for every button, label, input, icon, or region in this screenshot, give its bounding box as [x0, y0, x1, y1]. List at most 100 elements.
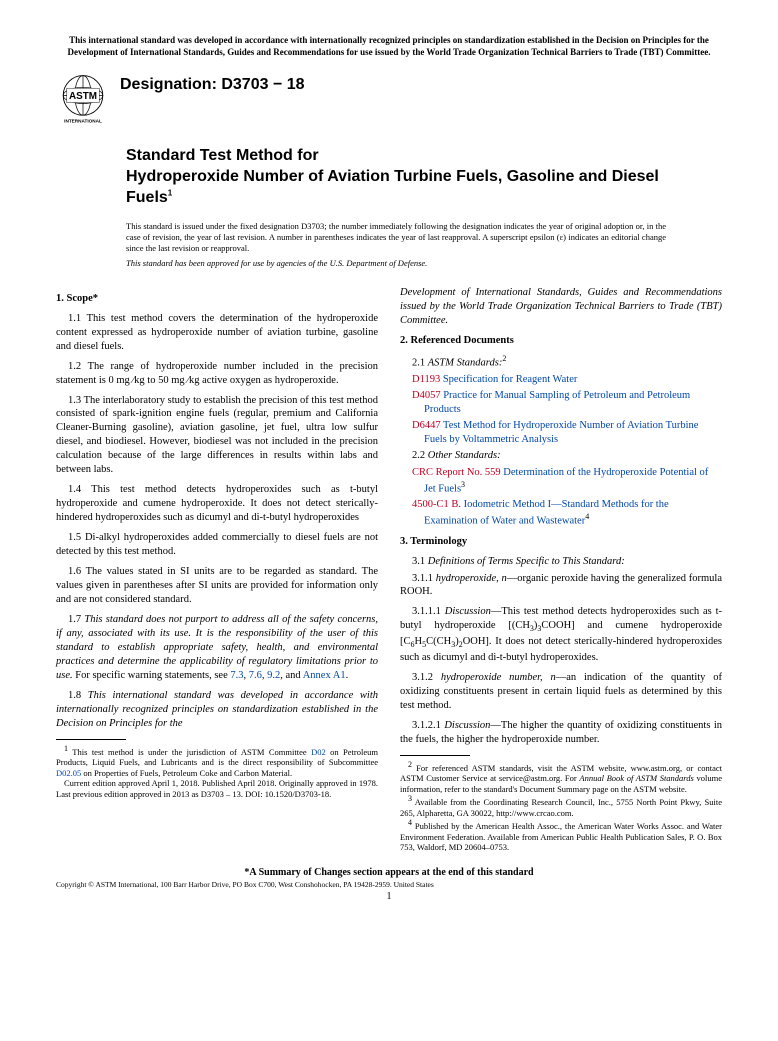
page-number: 1 [56, 891, 722, 902]
t31-text: Definitions of Terms Specific to This St… [428, 556, 625, 567]
top-committee-notice: This international standard was develope… [56, 34, 722, 58]
ref-2-1: 2.1 ASTM Standards:2 [400, 354, 722, 370]
term-3-1-1-1: 3.1.1.1 Discussion—This test method dete… [400, 605, 722, 664]
ref21-text: ASTM Standards: [428, 357, 503, 368]
footnote-4: 4 Published by the American Health Assoc… [400, 818, 722, 853]
summary-of-changes-note: *A Summary of Changes section appears at… [56, 867, 722, 878]
xref-annex-a1[interactable]: Annex A1 [303, 670, 346, 681]
para-1-3: 1.3 The interlaboratory study to establi… [56, 394, 378, 478]
t312-num: 3.1.2 [412, 672, 441, 683]
and-sep: , and [280, 670, 302, 681]
footnote-2: 2 For referenced ASTM standards, visit t… [400, 760, 722, 795]
t31-num: 3.1 [412, 556, 428, 567]
para-1-7-num: 1.7 [68, 614, 84, 625]
ref-d4057-id[interactable]: D4057 [412, 390, 441, 401]
para-1-7-dot: . [346, 670, 349, 681]
para-1-8: 1.8 This international standard was deve… [56, 689, 378, 731]
para-1-8-italic: This international standard was develope… [56, 690, 378, 729]
ref21-sup: 2 [502, 354, 506, 363]
fn4-sup: 4 [408, 818, 412, 827]
ref-d6447: D6447 Test Method for Hydroperoxide Numb… [400, 419, 722, 447]
header-row: ASTM INTERNATIONAL Designation: D3703 − … [56, 72, 722, 126]
page-root: This international standard was develope… [0, 0, 778, 922]
t3111-f: H [415, 636, 423, 647]
footnote-rule-right [400, 755, 470, 756]
fn2-sup: 2 [408, 760, 412, 769]
title-main-text: Hydroperoxide Number of Aviation Turbine… [126, 168, 659, 206]
ref-d6447-id[interactable]: D6447 [412, 420, 441, 431]
issuance-note: This standard is issued under the fixed … [126, 221, 666, 254]
xref-9-2[interactable]: 9.2 [267, 670, 280, 681]
ref21-num: 2.1 [412, 357, 428, 368]
para-1-1: 1.1 This test method covers the determin… [56, 312, 378, 354]
section-2-heading: 2. Referenced Documents [400, 334, 722, 348]
t3111-num: 3.1.1.1 [412, 606, 445, 617]
ref-d1193-id[interactable]: D1193 [412, 374, 440, 385]
ref-4500c1b-id[interactable]: 4500-C1 B. [412, 499, 461, 510]
ref-4500c1b-sup: 4 [585, 512, 589, 521]
para-1-8-num: 1.8 [68, 690, 88, 701]
ref-d6447-title[interactable]: Test Method for Hydroperoxide Number of … [424, 420, 698, 445]
designation-label: Designation: [120, 76, 221, 93]
ref-2-2: 2.2 Other Standards: [400, 449, 722, 463]
term-3-1-2-1: 3.1.2.1 Discussion—The higher the quanti… [400, 719, 722, 747]
term-3-1-2: 3.1.2 hydroperoxide number, n—an indicat… [400, 671, 722, 713]
ref22-text: Other Standards: [428, 450, 501, 461]
footnote-1-edition: Current edition approved April 1, 2018. … [56, 778, 378, 799]
para-1-2: 1.2 The range of hydroperoxide number in… [56, 360, 378, 388]
ref-4500c1b-title[interactable]: Iodometric Method I—Standard Methods for… [424, 499, 669, 526]
ref-crc559-id[interactable]: CRC Report No. 559 [412, 467, 501, 478]
fn1-link-d02[interactable]: D02 [311, 746, 326, 756]
t3111-disc: Discussion [445, 606, 491, 617]
right-column: Development of International Standards, … [400, 286, 722, 853]
dod-approval-note: This standard has been approved for use … [126, 258, 666, 268]
ref-crc559: CRC Report No. 559 Determination of the … [400, 466, 722, 496]
footnote-1: 1 This test method is under the jurisdic… [56, 744, 378, 779]
fn1-link-d0205[interactable]: D02.05 [56, 768, 81, 778]
term-3-1-1: 3.1.1 hydroperoxide, n—organic peroxide … [400, 572, 722, 600]
para-1-8-continued: Development of International Standards, … [400, 286, 722, 328]
xref-7-3[interactable]: 7.3 [230, 670, 243, 681]
fn2-b: Annual Book of ASTM Standards [579, 773, 693, 783]
designation-block: Designation: D3703 − 18 [120, 72, 305, 94]
ref-crc559-sup: 3 [461, 480, 465, 489]
ref-d4057: D4057 Practice for Manual Sampling of Pe… [400, 389, 722, 417]
t3111-g: C(CH [426, 636, 451, 647]
ref-4500c1b: 4500-C1 B. Iodometric Method I—Standard … [400, 498, 722, 528]
title-footnote-sup: 1 [168, 189, 172, 198]
para-1-7-tail: For specific warning statements, see [73, 670, 231, 681]
para-1-6: 1.6 The values stated in SI units are to… [56, 565, 378, 607]
svg-text:ASTM: ASTM [69, 91, 97, 102]
astm-logo: ASTM INTERNATIONAL [56, 72, 110, 126]
ref-d1193-title[interactable]: Specification for Reagent Water [443, 374, 578, 385]
fn3-text: Available from the Coordinating Research… [400, 797, 722, 818]
fn1-a: This test method is under the jurisdicti… [72, 746, 311, 756]
t311-num: 3.1.1 [412, 573, 436, 584]
para-1-5: 1.5 Di-alkyl hydroperoxides added commer… [56, 531, 378, 559]
title-lead: Standard Test Method for [126, 146, 686, 167]
term-3-1: 3.1 Definitions of Terms Specific to Thi… [400, 555, 722, 569]
ref-d4057-title[interactable]: Practice for Manual Sampling of Petroleu… [424, 390, 690, 415]
svg-text:INTERNATIONAL: INTERNATIONAL [64, 119, 102, 124]
t312-term: hydroperoxide number, n [441, 672, 556, 683]
left-column: 1. Scope* 1.1 This test method covers th… [56, 286, 378, 853]
footnote-3: 3 Available from the Coordinating Resear… [400, 794, 722, 818]
section-3-heading: 3. Terminology [400, 535, 722, 549]
fn4-text: Published by the American Health Assoc.,… [400, 821, 722, 852]
t3121-num: 3.1.2.1 [412, 720, 444, 731]
para-1-4: 1.4 This test method detects hydroperoxi… [56, 483, 378, 525]
ref-d1193: D1193 Specification for Reagent Water [400, 373, 722, 387]
fn3-sup: 3 [408, 794, 412, 803]
fn1-c: on Properties of Fuels, Petroleum Coke a… [81, 768, 292, 778]
fn1-sup: 1 [64, 744, 68, 753]
section-1-heading: 1. Scope* [56, 292, 378, 306]
ref22-num: 2.2 [412, 450, 428, 461]
xref-7-6[interactable]: 7.6 [249, 670, 262, 681]
designation-code: D3703 − 18 [221, 76, 304, 93]
t3121-disc: Discussion [444, 720, 490, 731]
two-column-body: 1. Scope* 1.1 This test method covers th… [56, 286, 722, 853]
t311-term: hydroperoxide, n [436, 573, 507, 584]
copyright-line: Copyright © ASTM International, 100 Barr… [56, 880, 722, 889]
title-block: Standard Test Method for Hydroperoxide N… [126, 146, 686, 208]
footnote-rule-left [56, 739, 126, 740]
